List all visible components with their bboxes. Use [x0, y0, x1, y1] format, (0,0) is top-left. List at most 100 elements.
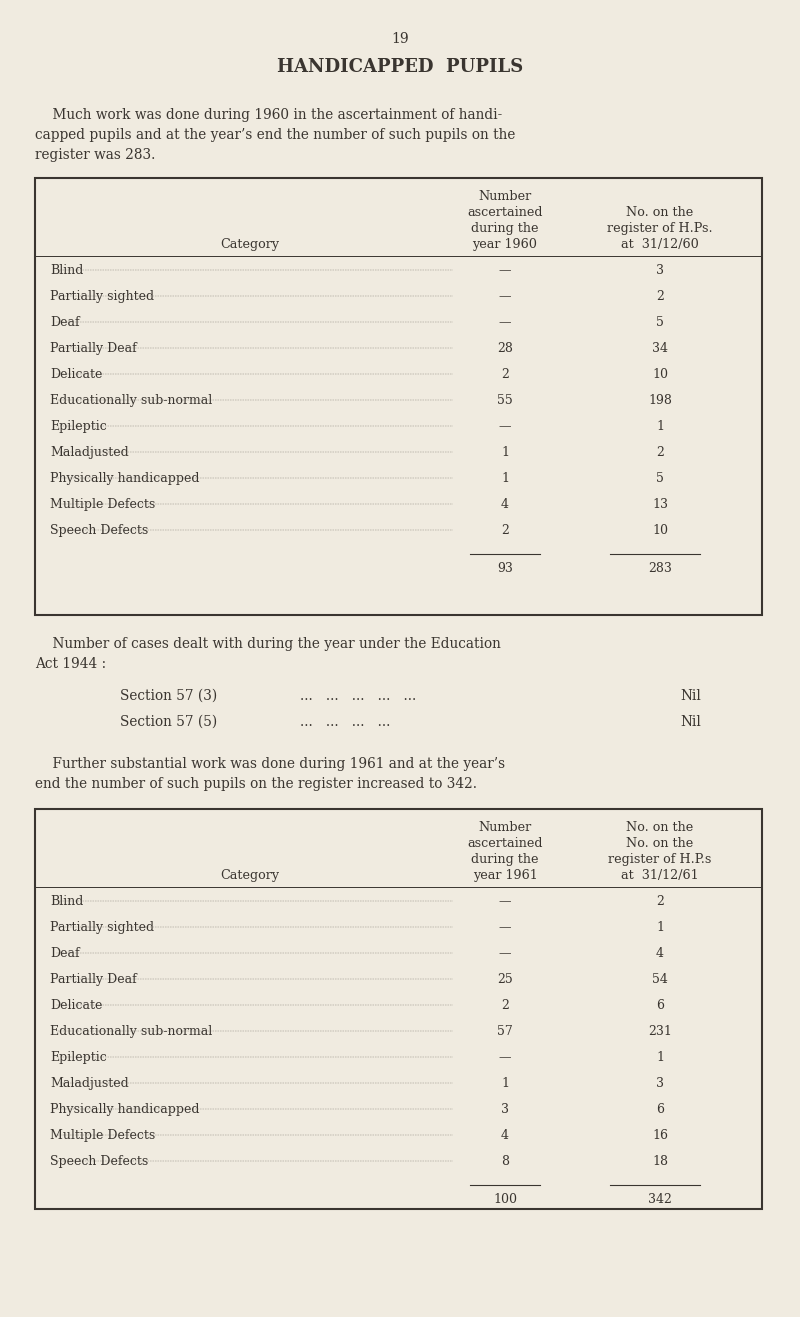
Text: Educationally sub-normal: Educationally sub-normal: [50, 1025, 212, 1038]
Text: register was 283.: register was 283.: [35, 148, 155, 162]
Text: 13: 13: [652, 498, 668, 511]
Text: at  31/12/61: at 31/12/61: [621, 869, 699, 882]
Text: during the: during the: [471, 223, 538, 234]
Text: 2: 2: [656, 290, 664, 303]
Text: 1: 1: [501, 471, 509, 485]
Text: 4: 4: [501, 498, 509, 511]
Text: 342: 342: [648, 1193, 672, 1206]
Text: Blind: Blind: [50, 263, 83, 277]
Text: Deaf: Deaf: [50, 947, 80, 960]
Text: Multiple Defects: Multiple Defects: [50, 1129, 155, 1142]
Text: 283: 283: [648, 562, 672, 576]
Text: 28: 28: [497, 342, 513, 356]
Text: No. on the: No. on the: [626, 820, 694, 834]
Text: Maladjusted: Maladjusted: [50, 1077, 129, 1090]
Text: end the number of such pupils on the register increased to 342.: end the number of such pupils on the reg…: [35, 777, 477, 792]
Text: register of H.P.s: register of H.P.s: [608, 853, 712, 867]
Text: ...   ...   ...   ...: ... ... ... ...: [300, 715, 390, 730]
Text: Educationally sub-normal: Educationally sub-normal: [50, 394, 212, 407]
Text: 1: 1: [656, 420, 664, 433]
Text: Physically handicapped: Physically handicapped: [50, 471, 199, 485]
Text: Partially sighted: Partially sighted: [50, 290, 154, 303]
Text: 10: 10: [652, 524, 668, 537]
Text: during the: during the: [471, 853, 538, 867]
Text: Nil: Nil: [680, 689, 701, 703]
Text: Nil: Nil: [680, 715, 701, 730]
Text: 1: 1: [656, 1051, 664, 1064]
Text: Number: Number: [478, 820, 532, 834]
Text: 93: 93: [497, 562, 513, 576]
Text: 4: 4: [501, 1129, 509, 1142]
Text: 1: 1: [501, 1077, 509, 1090]
Text: Multiple Defects: Multiple Defects: [50, 498, 155, 511]
Text: —: —: [498, 1051, 511, 1064]
Text: 2: 2: [501, 367, 509, 381]
Text: —: —: [498, 921, 511, 934]
Text: ...   ...   ...   ...   ...: ... ... ... ... ...: [300, 689, 416, 703]
Text: 8: 8: [501, 1155, 509, 1168]
Text: Number of cases dealt with during the year under the Education: Number of cases dealt with during the ye…: [35, 637, 501, 651]
Text: HANDICAPPED  PUPILS: HANDICAPPED PUPILS: [277, 58, 523, 76]
Text: 34: 34: [652, 342, 668, 356]
Text: 3: 3: [501, 1104, 509, 1115]
Text: at  31/12/60: at 31/12/60: [621, 238, 699, 252]
Text: Category: Category: [221, 238, 279, 252]
Text: 54: 54: [652, 973, 668, 986]
Text: year 1960: year 1960: [473, 238, 538, 252]
Bar: [35, 809, 762, 1209]
Text: 198: 198: [648, 394, 672, 407]
Text: 3: 3: [656, 263, 664, 277]
Text: Category: Category: [221, 869, 279, 882]
Text: 25: 25: [497, 973, 513, 986]
Text: 18: 18: [652, 1155, 668, 1168]
Text: Maladjusted: Maladjusted: [50, 446, 129, 460]
Text: 55: 55: [497, 394, 513, 407]
Text: 19: 19: [391, 32, 409, 46]
Text: Section 57 (5): Section 57 (5): [120, 715, 218, 730]
Text: Delicate: Delicate: [50, 367, 102, 381]
Text: Blind: Blind: [50, 896, 83, 907]
Text: —: —: [498, 947, 511, 960]
Text: 3: 3: [656, 1077, 664, 1090]
Text: 2: 2: [656, 446, 664, 460]
Text: —: —: [498, 316, 511, 329]
Text: 6: 6: [656, 1104, 664, 1115]
Text: ascertained: ascertained: [467, 205, 542, 219]
Bar: [35, 178, 762, 615]
Text: Act 1944 :: Act 1944 :: [35, 657, 106, 670]
Text: —: —: [498, 263, 511, 277]
Text: 57: 57: [497, 1025, 513, 1038]
Text: ascertained: ascertained: [467, 838, 542, 849]
Text: Physically handicapped: Physically handicapped: [50, 1104, 199, 1115]
Text: —: —: [498, 896, 511, 907]
Text: 2: 2: [501, 524, 509, 537]
Text: Epileptic: Epileptic: [50, 420, 106, 433]
Text: Epileptic: Epileptic: [50, 1051, 106, 1064]
Text: 100: 100: [493, 1193, 517, 1206]
Text: 1: 1: [656, 921, 664, 934]
Text: 5: 5: [656, 471, 664, 485]
Text: 1: 1: [501, 446, 509, 460]
Text: Deaf: Deaf: [50, 316, 80, 329]
Text: 4: 4: [656, 947, 664, 960]
Text: 2: 2: [656, 896, 664, 907]
Text: 5: 5: [656, 316, 664, 329]
Text: No. on the: No. on the: [626, 838, 694, 849]
Text: Partially sighted: Partially sighted: [50, 921, 154, 934]
Text: Partially Deaf: Partially Deaf: [50, 973, 137, 986]
Text: Much work was done during 1960 in the ascertainment of handi-: Much work was done during 1960 in the as…: [35, 108, 502, 122]
Text: 6: 6: [656, 1000, 664, 1011]
Text: Number: Number: [478, 190, 532, 203]
Text: register of H.Ps.: register of H.Ps.: [607, 223, 713, 234]
Text: —: —: [498, 290, 511, 303]
Text: Speech Defects: Speech Defects: [50, 1155, 148, 1168]
Text: Speech Defects: Speech Defects: [50, 524, 148, 537]
Text: 10: 10: [652, 367, 668, 381]
Text: —: —: [498, 420, 511, 433]
Text: 16: 16: [652, 1129, 668, 1142]
Text: Delicate: Delicate: [50, 1000, 102, 1011]
Text: capped pupils and at the year’s end the number of such pupils on the: capped pupils and at the year’s end the …: [35, 128, 515, 142]
Text: year 1961: year 1961: [473, 869, 538, 882]
Text: Section 57 (3): Section 57 (3): [120, 689, 218, 703]
Text: 2: 2: [501, 1000, 509, 1011]
